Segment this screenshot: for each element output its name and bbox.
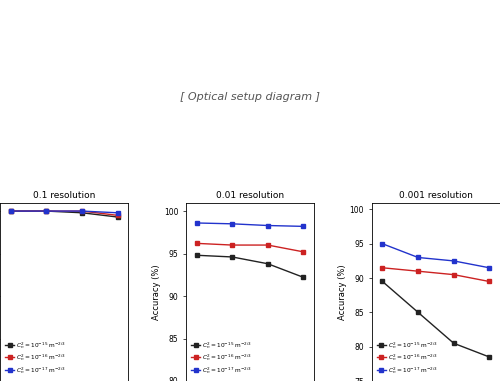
Line: $C_n^2 = 10^{-15}$ m$^{-2/3}$: $C_n^2 = 10^{-15}$ m$^{-2/3}$ xyxy=(195,253,305,279)
Line: $C_n^2 = 10^{-17}$ m$^{-2/3}$: $C_n^2 = 10^{-17}$ m$^{-2/3}$ xyxy=(195,221,305,228)
$C_n^2 = 10^{-15}$ m$^{-2/3}$ xyxy=(415,310,421,315)
$C_n^2 = 10^{-16}$ m$^{-2/3}$ xyxy=(380,266,386,270)
$C_n^2 = 10^{-16}$ m$^{-2/3}$ xyxy=(229,243,235,247)
$C_n^2 = 10^{-16}$ m$^{-2/3}$ xyxy=(300,250,306,254)
Legend: $C_n^2 = 10^{-15}$ m$^{-2/3}$, $C_n^2 = 10^{-16}$ m$^{-2/3}$, $C_n^2 = 10^{-17}$: $C_n^2 = 10^{-15}$ m$^{-2/3}$, $C_n^2 = … xyxy=(189,338,254,378)
$C_n^2 = 10^{-15}$ m$^{-2/3}$ xyxy=(8,209,14,213)
$C_n^2 = 10^{-15}$ m$^{-2/3}$ xyxy=(229,255,235,259)
$C_n^2 = 10^{-16}$ m$^{-2/3}$ xyxy=(265,243,271,247)
Line: $C_n^2 = 10^{-17}$ m$^{-2/3}$: $C_n^2 = 10^{-17}$ m$^{-2/3}$ xyxy=(9,209,120,215)
$C_n^2 = 10^{-17}$ m$^{-2/3}$ xyxy=(415,255,421,260)
Line: $C_n^2 = 10^{-15}$ m$^{-2/3}$: $C_n^2 = 10^{-15}$ m$^{-2/3}$ xyxy=(9,209,120,219)
$C_n^2 = 10^{-15}$ m$^{-2/3}$ xyxy=(450,341,456,346)
$C_n^2 = 10^{-17}$ m$^{-2/3}$ xyxy=(79,209,85,213)
Line: $C_n^2 = 10^{-16}$ m$^{-2/3}$: $C_n^2 = 10^{-16}$ m$^{-2/3}$ xyxy=(9,209,120,217)
Text: [ Optical setup diagram ]: [ Optical setup diagram ] xyxy=(180,92,320,102)
$C_n^2 = 10^{-17}$ m$^{-2/3}$ xyxy=(300,224,306,229)
$C_n^2 = 10^{-17}$ m$^{-2/3}$ xyxy=(380,242,386,246)
$C_n^2 = 10^{-16}$ m$^{-2/3}$ xyxy=(79,209,85,213)
$C_n^2 = 10^{-16}$ m$^{-2/3}$ xyxy=(114,213,120,218)
$C_n^2 = 10^{-17}$ m$^{-2/3}$ xyxy=(229,221,235,226)
Title: 0.001 resolution: 0.001 resolution xyxy=(399,191,473,200)
Line: $C_n^2 = 10^{-16}$ m$^{-2/3}$: $C_n^2 = 10^{-16}$ m$^{-2/3}$ xyxy=(380,266,491,283)
$C_n^2 = 10^{-17}$ m$^{-2/3}$ xyxy=(8,209,14,213)
Line: $C_n^2 = 10^{-16}$ m$^{-2/3}$: $C_n^2 = 10^{-16}$ m$^{-2/3}$ xyxy=(195,242,305,254)
$C_n^2 = 10^{-17}$ m$^{-2/3}$ xyxy=(486,266,492,270)
$C_n^2 = 10^{-15}$ m$^{-2/3}$ xyxy=(44,209,50,213)
Title: 0.1 resolution: 0.1 resolution xyxy=(33,191,96,200)
Y-axis label: Accuracy (%): Accuracy (%) xyxy=(152,264,161,320)
$C_n^2 = 10^{-17}$ m$^{-2/3}$ xyxy=(265,223,271,228)
Legend: $C_n^2 = 10^{-15}$ m$^{-2/3}$, $C_n^2 = 10^{-16}$ m$^{-2/3}$, $C_n^2 = 10^{-17}$: $C_n^2 = 10^{-15}$ m$^{-2/3}$, $C_n^2 = … xyxy=(374,338,440,378)
$C_n^2 = 10^{-16}$ m$^{-2/3}$ xyxy=(450,272,456,277)
$C_n^2 = 10^{-15}$ m$^{-2/3}$ xyxy=(380,279,386,284)
$C_n^2 = 10^{-16}$ m$^{-2/3}$ xyxy=(44,209,50,213)
Legend: $C_n^2 = 10^{-15}$ m$^{-2/3}$, $C_n^2 = 10^{-16}$ m$^{-2/3}$, $C_n^2 = 10^{-17}$: $C_n^2 = 10^{-15}$ m$^{-2/3}$, $C_n^2 = … xyxy=(3,338,69,378)
$C_n^2 = 10^{-16}$ m$^{-2/3}$ xyxy=(8,209,14,213)
$C_n^2 = 10^{-17}$ m$^{-2/3}$ xyxy=(194,221,200,225)
$C_n^2 = 10^{-15}$ m$^{-2/3}$ xyxy=(79,210,85,215)
$C_n^2 = 10^{-16}$ m$^{-2/3}$ xyxy=(486,279,492,284)
Line: $C_n^2 = 10^{-15}$ m$^{-2/3}$: $C_n^2 = 10^{-15}$ m$^{-2/3}$ xyxy=(380,280,491,359)
$C_n^2 = 10^{-17}$ m$^{-2/3}$ xyxy=(44,209,50,213)
Title: 0.01 resolution: 0.01 resolution xyxy=(216,191,284,200)
$C_n^2 = 10^{-16}$ m$^{-2/3}$ xyxy=(415,269,421,274)
$C_n^2 = 10^{-17}$ m$^{-2/3}$ xyxy=(450,259,456,263)
$C_n^2 = 10^{-15}$ m$^{-2/3}$ xyxy=(300,275,306,280)
$C_n^2 = 10^{-17}$ m$^{-2/3}$ xyxy=(114,210,120,215)
$C_n^2 = 10^{-15}$ m$^{-2/3}$ xyxy=(486,355,492,359)
Line: $C_n^2 = 10^{-17}$ m$^{-2/3}$: $C_n^2 = 10^{-17}$ m$^{-2/3}$ xyxy=(380,242,491,269)
$C_n^2 = 10^{-15}$ m$^{-2/3}$ xyxy=(194,253,200,258)
Y-axis label: Accuracy (%): Accuracy (%) xyxy=(338,264,347,320)
$C_n^2 = 10^{-15}$ m$^{-2/3}$ xyxy=(114,215,120,219)
$C_n^2 = 10^{-15}$ m$^{-2/3}$ xyxy=(265,261,271,266)
$C_n^2 = 10^{-16}$ m$^{-2/3}$ xyxy=(194,241,200,246)
